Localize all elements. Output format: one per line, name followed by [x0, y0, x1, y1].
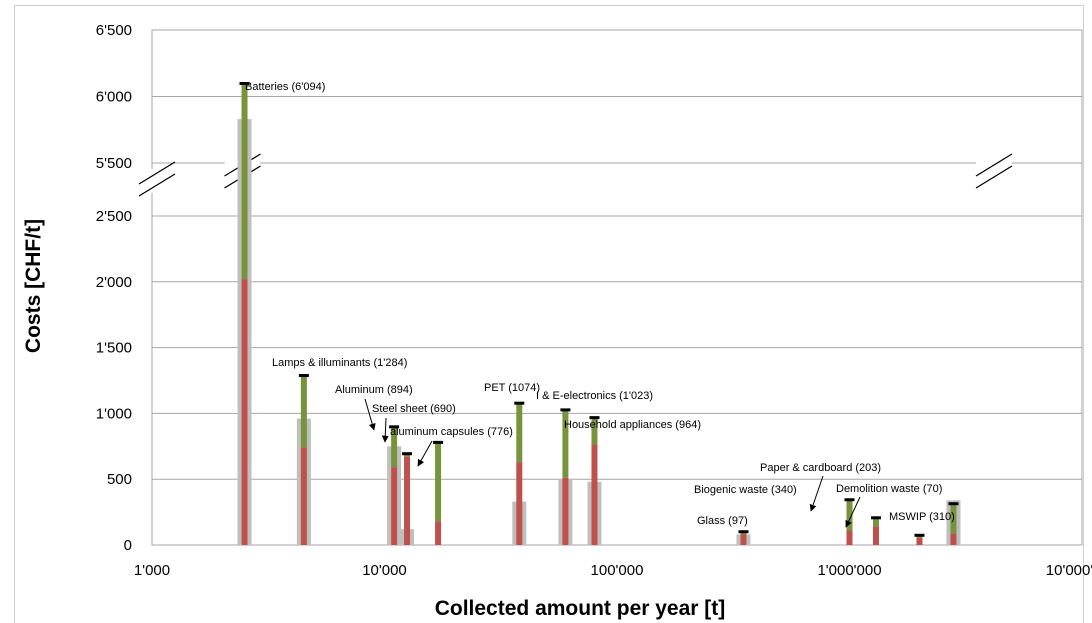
green-segment — [300, 376, 307, 448]
break-line — [975, 165, 1013, 189]
x-tick-label: 10'000'000 — [1046, 562, 1092, 579]
red-segment — [516, 462, 523, 545]
red-segment — [404, 456, 411, 545]
gridlines — [138, 29, 1083, 546]
annotation-label: Steel sheet (690) — [372, 403, 456, 415]
red-segment — [950, 533, 957, 545]
bar-cap — [738, 530, 749, 534]
x-tick-label: 100'000 — [591, 562, 644, 579]
annotation-label: MSWIP (310) — [889, 511, 955, 523]
bar-cap — [589, 416, 600, 420]
red-segment — [300, 447, 307, 545]
annotation-arrow — [417, 440, 433, 467]
chart-frame — [14, 5, 1084, 623]
bar-group — [237, 81, 252, 546]
red-segment — [591, 444, 598, 545]
bar-group — [844, 498, 855, 545]
bar-cap — [948, 502, 959, 506]
annotation-arrow — [381, 417, 389, 443]
y-tick-label: 6'000 — [96, 89, 132, 106]
red-segment — [562, 477, 569, 545]
green-segment — [740, 532, 747, 535]
y-tick-label: 500 — [107, 471, 132, 488]
annotation-label: PET (1074) — [484, 382, 540, 394]
tick-labels: 0 500 1'000 1'500 2'000 2'500 5'500 6'000 6'500 1… — [96, 22, 1092, 579]
annotation-label: Demolition waste (70) — [836, 483, 942, 495]
red-segment — [241, 279, 248, 545]
green-segment — [391, 427, 398, 468]
axis-break-mark — [138, 161, 176, 197]
annotation-label: Household appliances (964) — [564, 419, 701, 431]
green-segment — [562, 410, 569, 478]
red-segment — [391, 467, 398, 545]
bars — [237, 81, 961, 546]
green-segment — [241, 83, 248, 280]
green-segment — [516, 403, 523, 463]
x-tick-label: 10'000 — [362, 562, 407, 579]
green-segment — [591, 418, 598, 445]
annotation-label: Paper & cardboard (203) — [760, 462, 881, 474]
annotation-arrow — [809, 475, 824, 512]
bar-group — [914, 533, 925, 545]
bar-cap — [870, 516, 881, 520]
annotation-label: Biogenic waste (340) — [694, 484, 797, 496]
red-segment — [435, 521, 442, 545]
red-segment — [846, 530, 853, 545]
bar-group — [296, 374, 311, 545]
bar-cap — [298, 374, 309, 378]
bar-group — [387, 425, 402, 545]
x-axis-label: Collected amount per year [t] — [435, 597, 726, 620]
annotation-arrow — [845, 496, 861, 528]
y-tick-label: 0 — [124, 537, 132, 554]
bar-cap — [389, 425, 400, 429]
annotation-label: Glass (97) — [697, 515, 748, 527]
bar-group — [946, 500, 961, 545]
green-segment — [404, 454, 411, 457]
bar-group — [400, 452, 415, 545]
break-line — [975, 153, 1013, 177]
bar-cap — [914, 533, 925, 537]
red-segment — [740, 534, 747, 545]
y-tick-label: 2'000 — [96, 274, 132, 291]
red-segment — [916, 537, 923, 545]
bar-group — [587, 416, 602, 545]
bar-group — [736, 530, 751, 545]
y-tick-label: 5'500 — [96, 155, 132, 172]
x-tick-label: 1'000'000 — [817, 562, 881, 579]
bar-group — [512, 401, 527, 545]
plot-border — [151, 29, 1083, 546]
green-segment — [950, 504, 957, 534]
y-tick-label: 6'500 — [96, 22, 132, 39]
y-axis-label: Costs [CHF/t] — [22, 219, 45, 353]
bar-cap — [239, 81, 250, 85]
red-segment — [872, 526, 879, 545]
break-line — [138, 161, 176, 185]
annotation-label: aluminum capsules (776) — [390, 426, 513, 438]
annotations: Batteries (6'094) Lamps & illuminants (1'… — [245, 81, 955, 528]
axis-break-mark — [975, 153, 1013, 189]
green-segment — [846, 500, 853, 531]
annotation-label: I & E-electronics (1'023) — [536, 390, 653, 402]
bar-group — [870, 516, 881, 545]
green-segment — [872, 518, 879, 527]
bar-cap — [514, 401, 525, 405]
annotation-label: Batteries (6'094) — [245, 81, 325, 93]
bar-cap — [433, 440, 444, 444]
bar-cap — [844, 498, 855, 502]
annotation-label: Lamps & illuminants (1'284) — [272, 357, 407, 369]
break-line — [138, 173, 176, 197]
bar-group — [558, 408, 573, 545]
annotation-arrow — [364, 398, 376, 431]
annotation-label: Aluminum (894) — [335, 384, 413, 396]
bar-group — [433, 440, 444, 545]
y-tick-label: 2'500 — [96, 208, 132, 225]
x-tick-label: 1'000 — [134, 562, 170, 579]
green-segment — [435, 442, 442, 522]
bar-cap — [560, 408, 571, 412]
y-tick-label: 1'000 — [96, 405, 132, 422]
bar-cap — [402, 452, 413, 456]
y-tick-label: 1'500 — [96, 340, 132, 357]
